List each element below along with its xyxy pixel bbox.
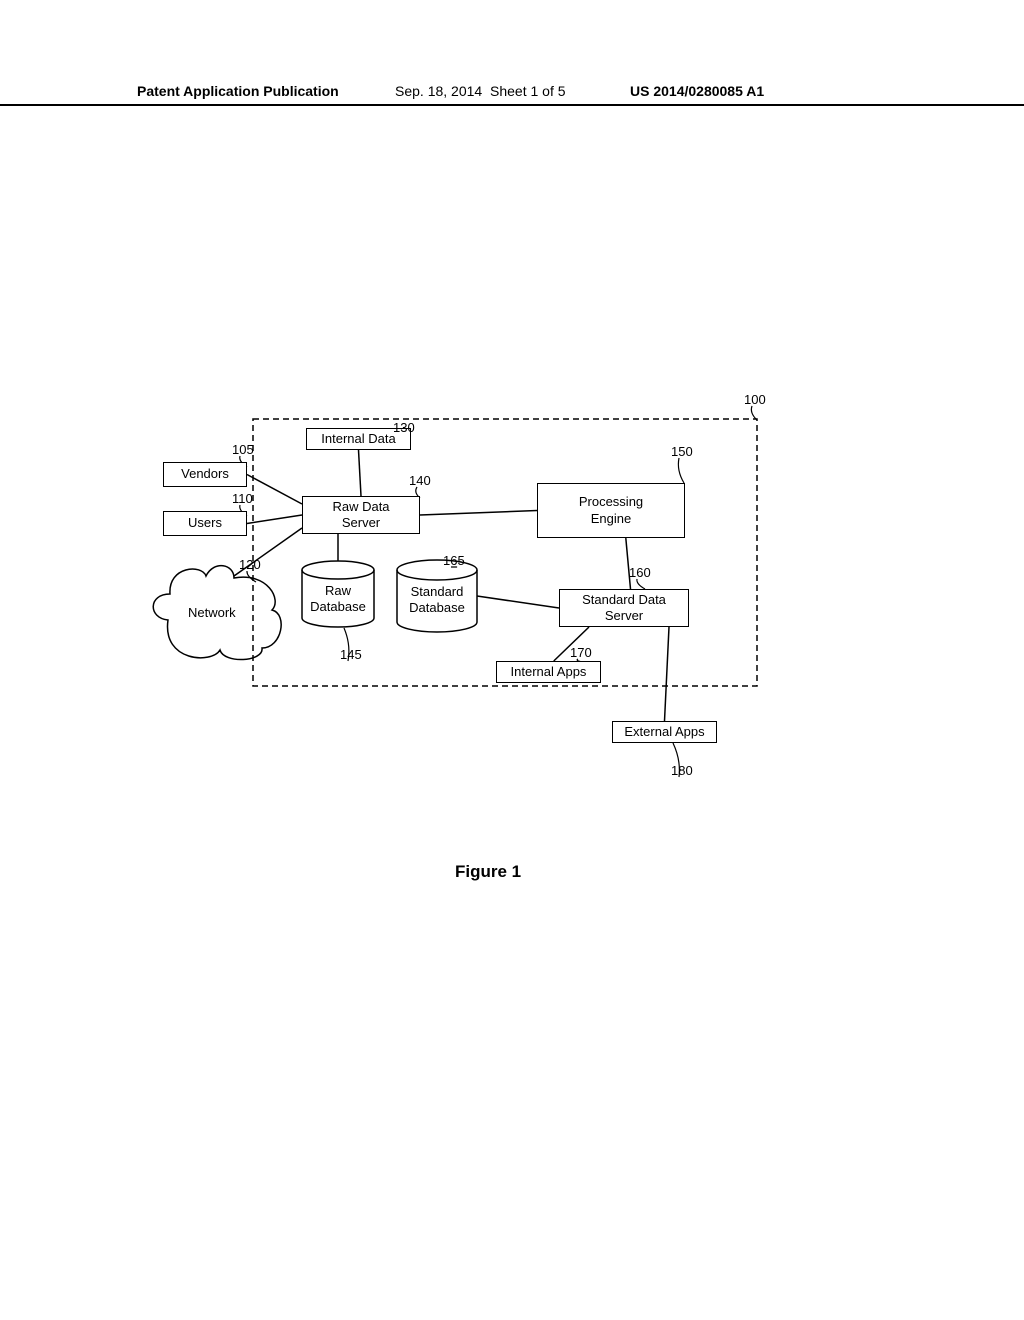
external-apps-box: External Apps bbox=[612, 721, 717, 743]
diagram-canvas bbox=[0, 0, 1024, 1320]
external-apps-label: External Apps bbox=[624, 724, 704, 740]
users-label: Users bbox=[188, 515, 222, 531]
proc-engine-label: Processing Engine bbox=[579, 494, 643, 527]
internal-apps-box: Internal Apps bbox=[496, 661, 601, 683]
vendors-label: Vendors bbox=[181, 466, 229, 482]
processing-engine-box: Processing Engine bbox=[537, 483, 685, 538]
standard-database-label: Standard Database bbox=[400, 584, 474, 615]
figure-caption: Figure 1 bbox=[455, 862, 521, 882]
ref-110: 110 bbox=[232, 491, 253, 506]
std-server-label: Standard Data Server bbox=[582, 592, 666, 625]
system-boundary bbox=[253, 419, 757, 686]
raw-server-label: Raw Data Server bbox=[332, 499, 389, 532]
vendors-box: Vendors bbox=[163, 462, 247, 487]
ref-160: 160 bbox=[629, 565, 651, 580]
ref-165: 165 bbox=[443, 553, 465, 568]
ref-130: 130 bbox=[393, 420, 415, 435]
ref-145: 145 bbox=[340, 647, 362, 662]
ref-170: 170 bbox=[570, 645, 592, 660]
raw-data-server-box: Raw Data Server bbox=[302, 496, 420, 534]
ref-140: 140 bbox=[409, 473, 431, 488]
network-label: Network bbox=[188, 605, 236, 620]
internal-apps-label: Internal Apps bbox=[511, 664, 587, 680]
ref-105: 105 bbox=[232, 442, 254, 457]
users-box: Users bbox=[163, 511, 247, 536]
ref-180: 180 bbox=[671, 763, 693, 778]
raw-database-label: Raw Database bbox=[305, 583, 371, 614]
ref-100: 100 bbox=[744, 392, 766, 407]
ref-150: 150 bbox=[671, 444, 693, 459]
internal-data-label: Internal Data bbox=[321, 431, 395, 447]
standard-data-server-box: Standard Data Server bbox=[559, 589, 689, 627]
ref-120: 120 bbox=[239, 557, 261, 572]
